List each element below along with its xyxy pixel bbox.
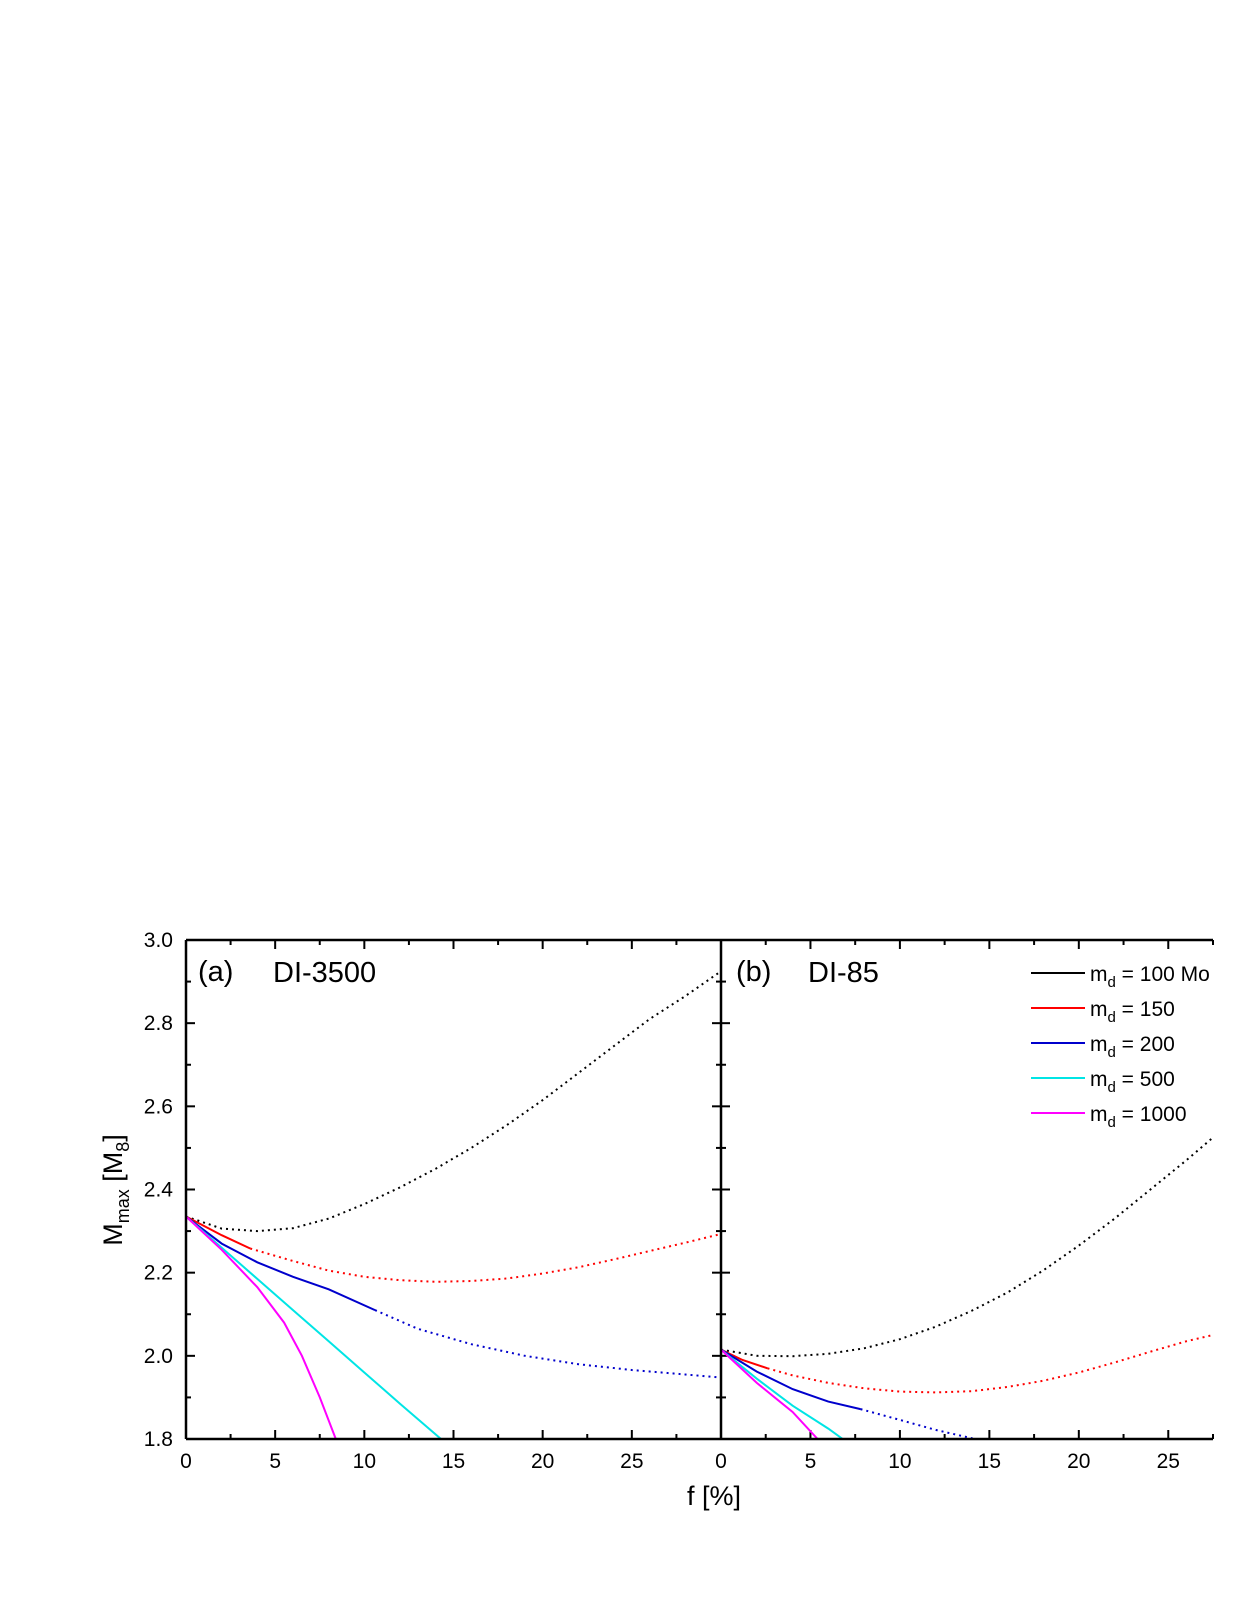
- legend-label-text: = 150: [1116, 998, 1175, 1021]
- x-tick-label-b: 5: [805, 1450, 817, 1473]
- legend-label: md = 500: [1090, 1068, 1175, 1096]
- series-line-solid-a-3: [186, 1215, 442, 1439]
- legend-label-subscript: d: [1108, 1079, 1116, 1096]
- x-tick-label-b: 20: [1067, 1450, 1090, 1473]
- legend-label-subscript: d: [1108, 974, 1116, 991]
- series-line-dotted-b-0: [721, 1136, 1213, 1358]
- series-line-solid-a-4: [186, 1215, 337, 1439]
- y-tick-label: 2.6: [144, 1095, 173, 1118]
- x-tick-label-a: 15: [442, 1450, 465, 1473]
- legend-label-symbol: m: [1090, 1103, 1108, 1126]
- legend-label-symbol: m: [1090, 1068, 1108, 1091]
- y-tick-label: 1.8: [144, 1428, 173, 1451]
- series-line-solid-b-4: [721, 1348, 819, 1439]
- legend-label-text: = 500: [1116, 1068, 1175, 1091]
- panel-b-label: (b): [736, 956, 771, 988]
- y-axis-unit-open: [M: [98, 1152, 128, 1190]
- axes-layer: 0 5 10 15 20 25 0 5 10 15 20 25 1.8 2.0 2.2 2.4 2.6 2.8 3.…: [144, 929, 1214, 1473]
- y-tick-label: 2.0: [144, 1345, 173, 1368]
- y-axis-unit-subscript: 8: [113, 1142, 133, 1152]
- y-tick-label: 3.0: [144, 929, 173, 952]
- panel-b-series: [721, 1136, 1213, 1439]
- legend-label: md = 1000: [1090, 1103, 1187, 1131]
- legend-label-subscript: d: [1108, 1114, 1116, 1131]
- x-tick-label-b: 25: [1157, 1450, 1180, 1473]
- series-line-dotted-a-1: [249, 1233, 721, 1283]
- legend-label-subscript: d: [1108, 1044, 1116, 1061]
- legend-label-text: = 200: [1116, 1033, 1175, 1056]
- y-axis-subscript: max: [113, 1189, 133, 1223]
- legend-label-symbol: m: [1090, 1033, 1108, 1056]
- panel-a-label: (a): [198, 956, 233, 988]
- frame-layer: [184, 938, 1213, 1441]
- x-tick-label-a: 25: [620, 1450, 643, 1473]
- x-tick-label-a: 20: [531, 1450, 554, 1473]
- x-tick-label-b: 15: [978, 1450, 1001, 1473]
- legend-label-text: = 1000: [1116, 1103, 1187, 1126]
- series-line-solid-a-1: [186, 1215, 251, 1250]
- y-tick-label: 2.8: [144, 1012, 173, 1035]
- series-line-solid-b-1: [721, 1348, 768, 1370]
- y-axis-unit-close: ]: [98, 1134, 128, 1142]
- panel-b-title: DI-85: [808, 957, 879, 989]
- panel-a-title: DI-3500: [273, 957, 376, 989]
- panel-a-series: [186, 970, 721, 1439]
- series-line-solid-a-2: [186, 1215, 376, 1312]
- y-tick-label: 2.4: [144, 1179, 174, 1202]
- legend-label-text: = 100 Mo: [1116, 963, 1210, 986]
- legend-label-symbol: m: [1090, 963, 1108, 986]
- x-tick-label-b: 10: [888, 1450, 911, 1473]
- series-line-dotted-a-0: [186, 970, 721, 1233]
- series-line-dotted-a-2: [374, 1309, 721, 1379]
- y-tick-label: 2.2: [144, 1262, 173, 1285]
- legend-label-subscript: d: [1108, 1009, 1116, 1026]
- y-axis-title: Mmax [M8]: [98, 1134, 133, 1246]
- legend-label: md = 150: [1090, 998, 1175, 1026]
- x-tick-label-a: 5: [269, 1450, 281, 1473]
- series-line-dotted-b-2: [860, 1408, 976, 1439]
- series-line-solid-b-2: [721, 1348, 861, 1411]
- x-tick-label-b: 0: [715, 1450, 727, 1473]
- y-axis-symbol: M: [98, 1223, 128, 1246]
- legend-label: md = 200: [1090, 1033, 1175, 1061]
- x-tick-label-a: 0: [180, 1450, 192, 1473]
- x-tick-label-a: 10: [353, 1450, 376, 1473]
- series-line-dotted-b-1: [767, 1334, 1213, 1394]
- legend-label: md = 100 Mo: [1090, 963, 1210, 991]
- series-line-solid-b-3: [721, 1348, 844, 1439]
- x-axis-title: f [%]: [687, 1481, 741, 1511]
- legend-label-symbol: m: [1090, 998, 1108, 1021]
